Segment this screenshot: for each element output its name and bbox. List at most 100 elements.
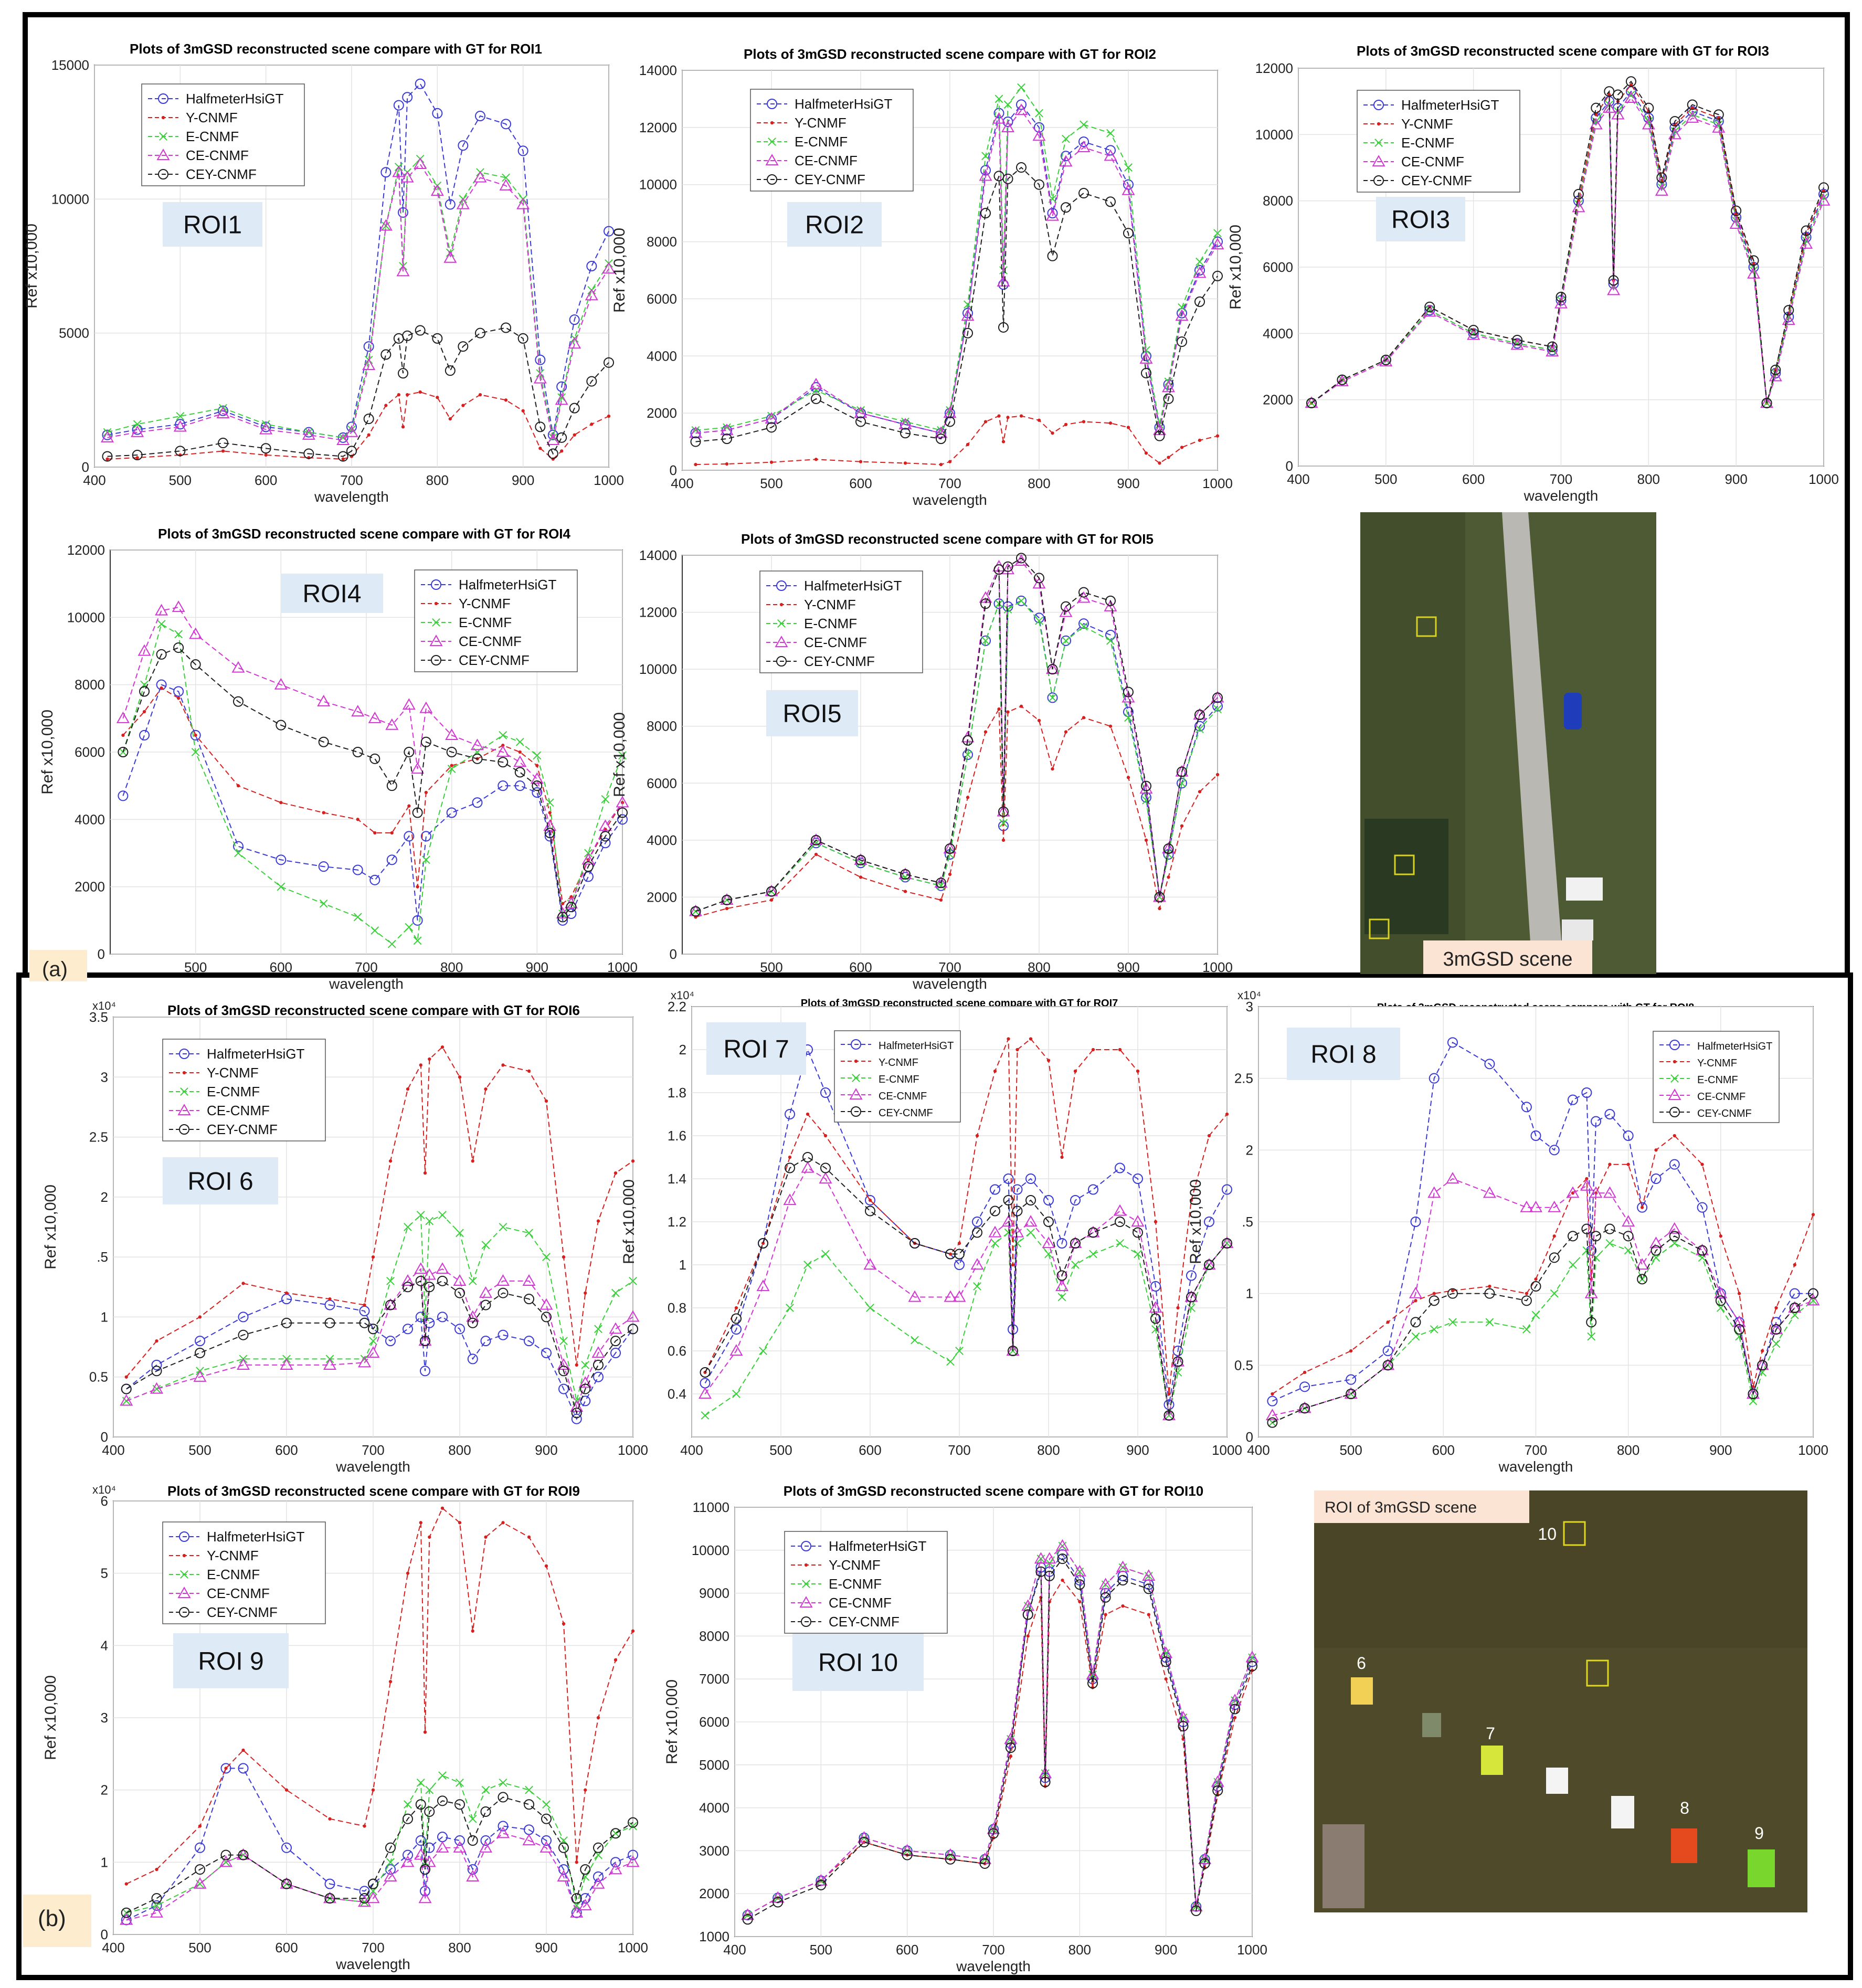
y-axis-label: Ref x10,000 bbox=[42, 1185, 59, 1270]
data-point-ce-cnmf bbox=[414, 157, 427, 170]
data-point-y-cnmf bbox=[544, 1564, 548, 1568]
y-tick-label: 4000 bbox=[647, 832, 677, 848]
data-point-y-cnmf bbox=[983, 730, 988, 734]
data-point-e-cnmf bbox=[1071, 1261, 1080, 1269]
data-point-ce-cnmf bbox=[1668, 128, 1681, 140]
legend-marker-cey-cnmf bbox=[1373, 175, 1384, 186]
x-tick-label: 800 bbox=[1068, 1942, 1091, 1958]
data-point-halfmeterhsigt bbox=[1177, 778, 1187, 789]
series-line-cey-cnmf bbox=[126, 1796, 633, 1913]
data-point-y-cnmf bbox=[328, 1297, 332, 1301]
x-tick-label: 600 bbox=[849, 475, 872, 491]
data-point-cey-cnmf bbox=[1047, 664, 1058, 675]
x-tick-label: 900 bbox=[1117, 959, 1139, 975]
data-point-ce-cnmf bbox=[539, 1298, 553, 1310]
scene-b-image: ROI of 3mGSD scene 10 6 7 8 9 bbox=[1314, 1490, 1807, 1912]
data-point-y-cnmf bbox=[458, 1075, 462, 1079]
chart-roi8: Plots of 3mGSD reconstructed scene compa… bbox=[1187, 989, 1828, 1475]
data-point-ce-cnmf bbox=[1602, 101, 1616, 113]
data-point-e-cnmf bbox=[525, 1229, 533, 1238]
data-point-cey-cnmf bbox=[402, 330, 413, 341]
data-point-halfmeterhsigt bbox=[445, 199, 456, 210]
x-tick-label: 700 bbox=[362, 1442, 384, 1458]
data-point-cey-cnmf bbox=[1123, 228, 1134, 239]
data-point-ce-cnmf bbox=[345, 425, 358, 437]
data-point-ce-cnmf bbox=[453, 1841, 467, 1853]
data-point-e-cnmf bbox=[1003, 605, 1012, 614]
data-point-ce-cnmf bbox=[436, 1262, 449, 1274]
panel-a-label-bg bbox=[29, 950, 87, 981]
y-tick-label: 2.5 bbox=[1234, 1071, 1253, 1086]
legend-marker-y-cnmf bbox=[182, 1553, 186, 1558]
data-point-e-cnmf bbox=[525, 1785, 533, 1794]
roi-label: ROI1 bbox=[183, 212, 242, 239]
data-point-cey-cnmf bbox=[855, 854, 866, 865]
data-point-cey-cnmf bbox=[420, 736, 431, 747]
data-point-y-cnmf bbox=[562, 1255, 566, 1259]
data-point-y-cnmf bbox=[1091, 1048, 1095, 1052]
data-point-e-cnmf bbox=[386, 1276, 395, 1285]
data-point-cey-cnmf bbox=[1141, 780, 1151, 791]
data-point-ce-cnmf bbox=[979, 591, 992, 603]
series-e-cnmf bbox=[122, 1211, 637, 1405]
x-tick-label: 800 bbox=[448, 1442, 471, 1458]
series-line-halfmeterhsigt bbox=[1311, 90, 1824, 404]
y-exponent-label: x10⁴ bbox=[671, 989, 694, 1002]
y-axis-label: Ref x10,000 bbox=[1187, 1179, 1204, 1264]
data-point-e-cnmf bbox=[1196, 725, 1204, 734]
data-point-cey-cnmf bbox=[1105, 595, 1116, 606]
legend-entry-halfmeterhsigt: HalfmeterHsiGT bbox=[207, 1529, 304, 1545]
data-point-y-cnmf bbox=[1167, 875, 1170, 879]
data-point-halfmeterhsigt bbox=[1002, 116, 1013, 127]
data-point-cey-cnmf bbox=[475, 327, 485, 339]
data-point-y-cnmf bbox=[1167, 1392, 1171, 1396]
data-point-cey-cnmf bbox=[610, 1336, 621, 1347]
data-point-cey-cnmf bbox=[1247, 1661, 1257, 1672]
data-point-cey-cnmf bbox=[1143, 1583, 1154, 1594]
data-point-halfmeterhsigt bbox=[1637, 1202, 1648, 1213]
data-point-e-cnmf bbox=[481, 1241, 490, 1250]
series-ce-cnmf bbox=[120, 1262, 640, 1412]
data-point-cey-cnmf bbox=[1154, 892, 1165, 903]
data-point-e-cnmf bbox=[1027, 1228, 1035, 1237]
data-point-cey-cnmf bbox=[1748, 1389, 1759, 1399]
legend-entry-ce-cnmf: CE-CNMF bbox=[795, 153, 858, 168]
data-point-cey-cnmf bbox=[722, 894, 732, 905]
data-point-y-cnmf bbox=[142, 710, 146, 714]
data-point-y-cnmf bbox=[419, 1063, 422, 1067]
y-axis-label: Ref x10,000 bbox=[620, 1179, 638, 1264]
data-point-cey-cnmf bbox=[195, 1864, 205, 1875]
data-point-cey-cnmf bbox=[260, 443, 271, 454]
data-point-cey-cnmf bbox=[541, 1813, 552, 1824]
data-point-halfmeterhsigt bbox=[593, 1871, 604, 1882]
data-point-ce-cnmf bbox=[396, 265, 410, 277]
data-point-ce-cnmf bbox=[1611, 108, 1625, 120]
data-point-e-cnmf bbox=[468, 1276, 477, 1285]
data-point-e-cnmf bbox=[1134, 1250, 1142, 1259]
data-point-ce-cnmf bbox=[1335, 375, 1349, 387]
data-point-e-cnmf bbox=[416, 1778, 425, 1787]
x-tick-label: 500 bbox=[760, 959, 782, 975]
legend-box bbox=[141, 83, 305, 186]
data-point-cey-cnmf bbox=[156, 649, 167, 660]
data-point-e-cnmf bbox=[499, 1223, 507, 1231]
x-axis-label: wavelength bbox=[335, 1956, 410, 1972]
x-tick-label: 400 bbox=[83, 472, 105, 488]
data-point-cey-cnmf bbox=[102, 451, 113, 462]
y-tick-label: 6000 bbox=[699, 1714, 729, 1730]
y-tick-label: 2000 bbox=[699, 1886, 729, 1901]
data-point-y-cnmf bbox=[1011, 1263, 1015, 1267]
data-point-e-cnmf bbox=[542, 1253, 551, 1262]
roi-label: ROI3 bbox=[1391, 206, 1450, 234]
y-tick-label: 2000 bbox=[647, 889, 677, 905]
data-point-cey-cnmf bbox=[1025, 1195, 1036, 1206]
y-tick-label: 4000 bbox=[699, 1800, 729, 1816]
data-point-halfmeterhsigt bbox=[628, 1849, 638, 1860]
data-point-y-cnmf bbox=[1719, 1234, 1722, 1238]
data-point-y-cnmf bbox=[424, 790, 428, 795]
y-axis-label: Ref x10,000 bbox=[611, 712, 628, 797]
data-point-cey-cnmf bbox=[1547, 341, 1558, 352]
data-point-y-cnmf bbox=[371, 1788, 375, 1792]
data-point-halfmeterhsigt bbox=[175, 419, 186, 430]
y-tick-label: 5000 bbox=[699, 1757, 729, 1773]
